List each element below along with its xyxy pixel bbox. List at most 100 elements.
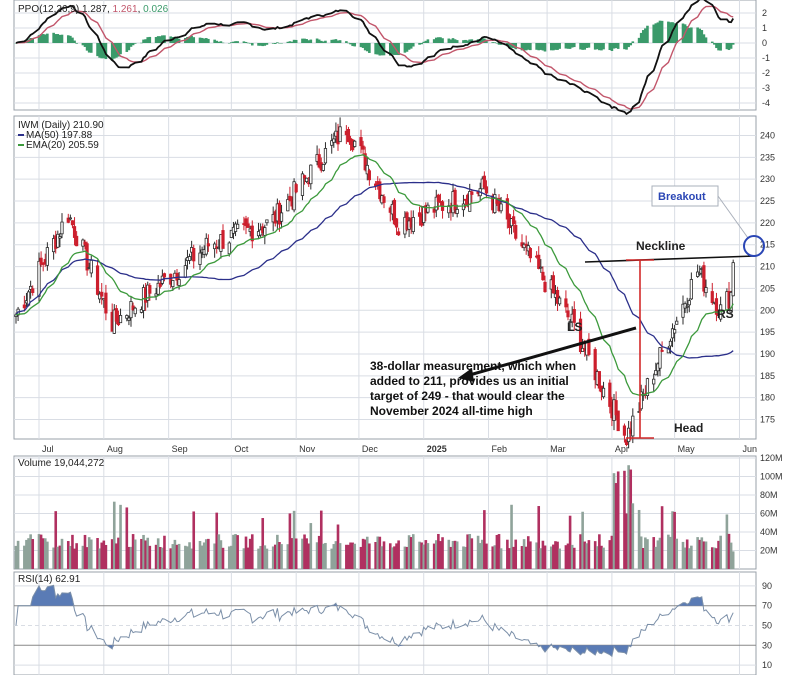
ppo-hist-bar xyxy=(572,43,576,48)
ppo-hist-bar xyxy=(104,43,108,60)
candle-body xyxy=(100,291,104,297)
candle-body xyxy=(363,153,367,171)
volume-bar xyxy=(46,541,49,569)
candle-body xyxy=(177,279,181,286)
volume-bar xyxy=(117,537,120,569)
ppo-hist-bar xyxy=(215,40,219,43)
ppo-hist-bar xyxy=(100,43,104,59)
volume-bar xyxy=(27,538,30,569)
ppo-hist-bar xyxy=(286,41,290,43)
ppo-ytick: 2 xyxy=(762,8,767,18)
ppo-hist-bar xyxy=(292,39,296,43)
ppo-hist-bar xyxy=(537,43,541,51)
candle-body xyxy=(524,243,528,246)
volume-bar xyxy=(347,544,350,569)
candle-body xyxy=(453,189,457,211)
volume-bar xyxy=(39,534,43,569)
volume-bar xyxy=(58,545,62,569)
volume-bar xyxy=(288,513,292,569)
ppo-hist-bar xyxy=(424,40,428,43)
volume-bar xyxy=(608,540,612,569)
volume-bar xyxy=(437,533,440,569)
volume-bar xyxy=(464,546,467,569)
ppo-hist-bar xyxy=(447,38,451,43)
volume-bar xyxy=(422,544,426,569)
volume-ytick: 100M xyxy=(760,472,783,482)
ppo-hist-bar xyxy=(359,43,363,48)
volume-bar xyxy=(447,539,451,569)
candle-body xyxy=(221,230,225,249)
candle-body xyxy=(710,291,714,304)
ppo-hist-bar xyxy=(200,37,204,43)
volume-bar xyxy=(25,539,28,569)
ppo-hist-bar xyxy=(148,36,152,43)
volume-bar xyxy=(683,547,687,569)
volume-bar xyxy=(336,524,340,569)
volume-bar xyxy=(717,540,720,569)
ls-label: LS xyxy=(567,320,582,334)
ppo-hist-bar xyxy=(729,43,733,49)
volume-bar xyxy=(687,548,691,569)
volume-bar xyxy=(610,535,614,569)
candle-body xyxy=(499,203,503,212)
volume-bar xyxy=(696,537,699,569)
ppo-hist-bar xyxy=(418,43,421,45)
ppo-hist-bar xyxy=(543,43,547,52)
volume-ytick: 40M xyxy=(760,527,778,537)
ma50-line xyxy=(15,181,734,359)
ppo-hist-bar xyxy=(232,41,235,43)
candle-body xyxy=(300,173,305,196)
volume-bar xyxy=(171,544,175,569)
ppo-hist-bar xyxy=(332,39,336,43)
volume-bar xyxy=(169,548,173,569)
ppo-hist-bar xyxy=(246,42,250,44)
candle-body xyxy=(72,226,77,238)
ppo-hist-bar xyxy=(702,34,706,43)
candle-body xyxy=(631,415,635,437)
volume-bar xyxy=(276,534,279,569)
price-ytick: 225 xyxy=(760,196,775,206)
volume-bar xyxy=(242,548,246,569)
ppo-hist-bar xyxy=(280,43,283,44)
ppo-hist-bar xyxy=(715,43,718,49)
candle-body xyxy=(89,260,93,274)
volume-bar xyxy=(60,538,64,569)
ppo-hist-bar xyxy=(612,43,616,49)
ppo-hist-bar xyxy=(263,43,267,46)
volume-bar xyxy=(409,537,413,569)
volume-bar xyxy=(522,539,526,569)
ppo-hist-bar xyxy=(112,43,116,59)
volume-bar xyxy=(127,546,131,569)
ppo-hist-bar xyxy=(556,43,559,50)
ppo-hist-bar xyxy=(315,38,319,43)
ppo-hist-bar xyxy=(52,32,55,43)
candle-body xyxy=(288,195,292,201)
candle-body xyxy=(624,439,629,445)
volume-bar xyxy=(66,541,70,569)
volume-bar xyxy=(301,538,304,569)
candle-body xyxy=(455,208,459,214)
ppo-hist-bar xyxy=(217,41,221,43)
ppo-hist-bar xyxy=(317,39,321,43)
candle-body xyxy=(597,371,601,389)
volume-bar xyxy=(349,542,352,569)
candle-body xyxy=(213,243,217,250)
candle-body xyxy=(627,427,631,443)
ppo-hist-bar xyxy=(434,37,438,43)
price-ytick: 190 xyxy=(760,349,775,359)
measurement-arrow-head xyxy=(458,368,474,382)
volume-bar xyxy=(652,537,656,569)
candle-body xyxy=(279,212,284,222)
volume-bar xyxy=(286,544,290,569)
volume-bar xyxy=(388,543,392,569)
volume-bar xyxy=(570,544,574,569)
volume-bar xyxy=(246,547,250,569)
ppo-hist-bar xyxy=(39,34,43,43)
volume-bar xyxy=(656,540,660,569)
ppo-hist-bar xyxy=(127,43,131,51)
candle-body xyxy=(125,315,129,319)
candle-body xyxy=(432,208,436,213)
candle-body xyxy=(537,254,541,269)
xtick-label: Mar xyxy=(550,444,566,454)
ppo-hist-bar xyxy=(539,43,543,50)
